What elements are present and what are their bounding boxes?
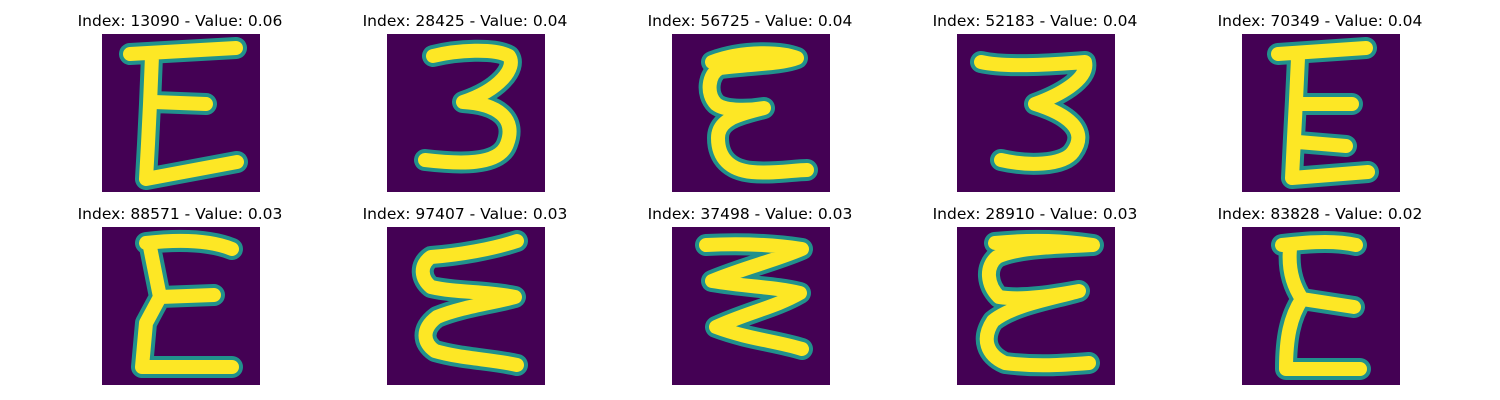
panel-title: Index: 52183 - Value: 0.04 [932,12,1138,30]
digit-glyph [970,51,1097,175]
digit-glyph-svg [119,37,248,190]
digit-glyph [698,42,818,184]
digit-image [102,227,260,385]
digit-glyph-svg [131,230,243,378]
digit-image [957,227,1115,385]
digit-image [1242,227,1400,385]
digit-image [957,34,1115,192]
image-panel: Index: 28425 - Value: 0.04 [355,11,575,201]
digit-glyph [414,39,522,174]
image-panel: Index: 83828 - Value: 0.02 [1210,204,1430,394]
digit-glyph [411,230,528,376]
digit-glyph-svg [970,51,1097,175]
panel-title: Index: 56725 - Value: 0.04 [647,12,853,30]
digit-glyph-svg [411,230,528,376]
panel-title: Index: 70349 - Value: 0.04 [1217,12,1423,30]
image-panel: Index: 13090 - Value: 0.06 [70,11,290,201]
panel-title: Index: 37498 - Value: 0.03 [647,205,853,223]
image-panel: Index: 52183 - Value: 0.04 [925,11,1145,201]
digit-glyph-svg [698,42,818,184]
digit-image [387,34,545,192]
digit-glyph-svg [975,229,1104,377]
digit-glyph-svg [414,39,522,174]
digit-image [1242,34,1400,192]
panel-title: Index: 28425 - Value: 0.04 [362,12,568,30]
digit-image [387,227,545,385]
image-panel: Index: 28910 - Value: 0.03 [925,204,1145,394]
image-panel: Index: 97407 - Value: 0.03 [355,204,575,394]
digit-glyph-svg [1271,231,1371,380]
digit-image [672,227,830,385]
digit-image [102,34,260,192]
digit-glyph [131,230,243,378]
digit-glyph [975,229,1104,377]
digit-glyph [695,233,813,360]
panel-title: Index: 97407 - Value: 0.03 [362,205,568,223]
panel-title: Index: 28910 - Value: 0.03 [932,205,1138,223]
image-panel: Index: 56725 - Value: 0.04 [640,11,860,201]
panel-title: Index: 88571 - Value: 0.03 [77,205,283,223]
digit-glyph [1267,37,1379,189]
panel-title: Index: 13090 - Value: 0.06 [77,12,283,30]
image-panel: Index: 70349 - Value: 0.04 [1210,11,1430,201]
image-panel: Index: 88571 - Value: 0.03 [70,204,290,394]
panel-title: Index: 83828 - Value: 0.02 [1217,205,1423,223]
image-panel: Index: 37498 - Value: 0.03 [640,204,860,394]
digit-image [672,34,830,192]
digit-glyph-svg [695,233,813,360]
digit-glyph-svg [1267,37,1379,189]
digit-glyph [119,37,248,190]
digit-glyph [1271,231,1371,380]
